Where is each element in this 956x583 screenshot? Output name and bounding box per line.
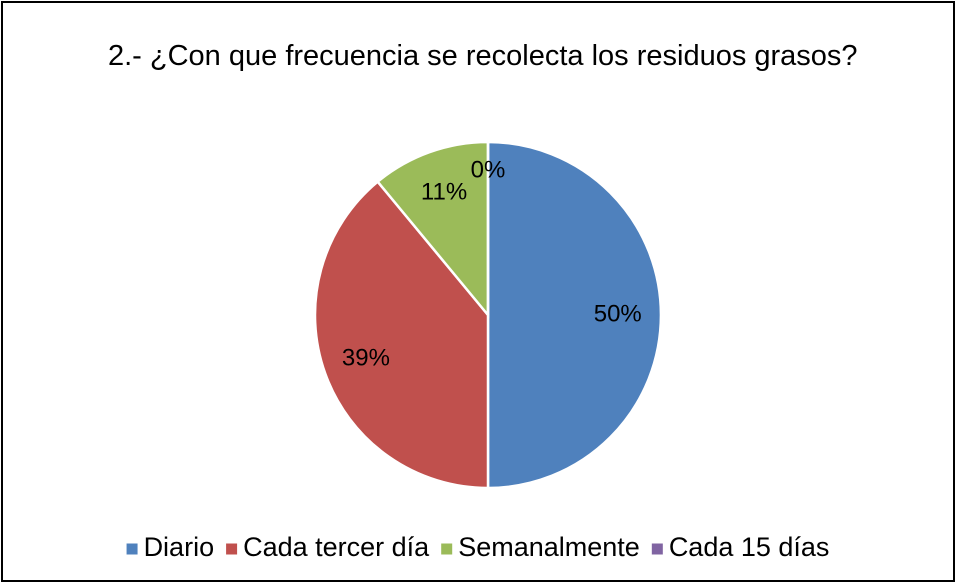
legend-label: Cada 15 días <box>669 532 830 562</box>
legend-marker <box>126 543 138 555</box>
legend-marker <box>651 543 663 555</box>
pie-slice <box>313 179 490 490</box>
pie-slice <box>486 140 663 490</box>
data-label: 11% <box>421 178 467 205</box>
legend-marker <box>441 543 453 555</box>
data-label: 39% <box>342 344 390 371</box>
chart-title: 2.- ¿Con que frecuencia se recolecta los… <box>108 40 858 72</box>
legend-label: Semanalmente <box>458 532 640 562</box>
pie-slice <box>375 140 490 319</box>
legend-label: Cada tercer día <box>243 532 430 562</box>
data-label: 0% <box>471 157 506 184</box>
legend-label: Diario <box>144 532 215 562</box>
legend-marker <box>226 543 238 555</box>
data-label: 50% <box>594 300 642 327</box>
